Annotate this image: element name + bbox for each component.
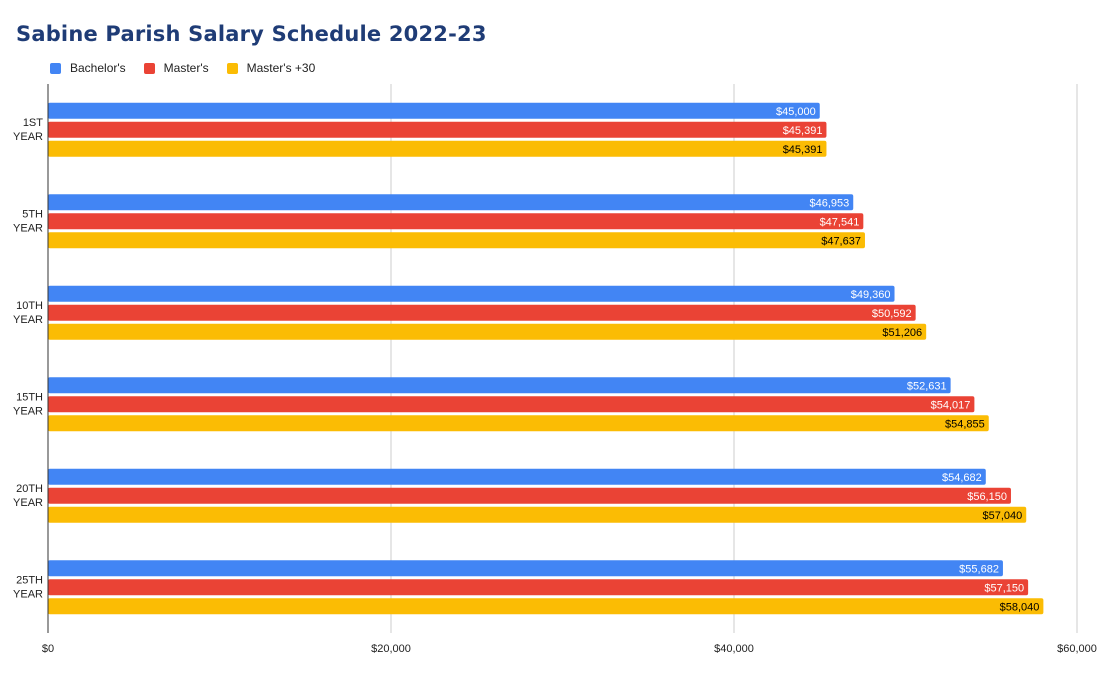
bar <box>48 396 975 413</box>
data-label: $54,682 <box>942 472 982 484</box>
category-label: 15TH YEAR <box>13 391 43 417</box>
data-label: $45,391 <box>783 125 823 137</box>
legend-swatch-bachelors <box>50 62 61 74</box>
legend-swatch-masters <box>143 62 155 74</box>
data-label: $54,017 <box>931 399 971 411</box>
legend-label-bachelors: Bachelor's <box>70 61 126 75</box>
data-label: $45,391 <box>783 144 823 156</box>
bar <box>48 285 895 302</box>
bar <box>48 468 986 485</box>
bar <box>48 598 1044 615</box>
legend-swatch-masters-plus-30 <box>226 62 238 74</box>
bar <box>48 102 820 119</box>
data-label: $51,206 <box>882 327 922 339</box>
data-label: $50,592 <box>872 308 912 320</box>
data-label: $45,000 <box>776 106 816 118</box>
bar <box>48 304 916 321</box>
x-tick-label: $0 <box>42 643 54 655</box>
data-label: $55,682 <box>959 563 999 575</box>
category-label: 1ST YEAR <box>13 117 43 143</box>
data-label: $57,150 <box>984 582 1024 594</box>
bar <box>48 194 854 211</box>
bar <box>48 121 827 138</box>
category-label: 10TH YEAR <box>13 300 43 326</box>
legend-item-bachelors: Bachelor's <box>50 61 126 75</box>
data-label: $58,040 <box>1000 601 1040 613</box>
bar <box>48 560 1003 577</box>
bar <box>48 213 864 230</box>
x-tick-label: $20,000 <box>371 643 411 655</box>
data-label: $47,637 <box>821 235 861 247</box>
x-tick-label: $40,000 <box>714 643 754 655</box>
legend: Bachelor's Master's Master's +30 <box>50 61 333 75</box>
legend-item-masters-plus-30: Master's +30 <box>226 61 316 75</box>
bar <box>48 415 989 432</box>
bar <box>48 487 1011 504</box>
category-label: 25TH YEAR <box>13 574 43 600</box>
data-label: $46,953 <box>809 197 849 209</box>
category-label: 5TH YEAR <box>13 208 43 234</box>
data-label: $49,360 <box>851 289 891 301</box>
legend-label-masters: Master's <box>163 61 209 75</box>
category-label: 20TH YEAR <box>13 483 43 509</box>
data-label: $52,631 <box>907 380 947 392</box>
data-label: $54,855 <box>945 418 985 430</box>
x-tick-label: $60,000 <box>1057 643 1097 655</box>
bar <box>48 140 827 157</box>
legend-item-masters: Master's <box>143 61 209 75</box>
data-label: $57,040 <box>982 510 1022 522</box>
bar <box>48 232 865 249</box>
bar <box>48 579 1029 596</box>
data-label: $56,150 <box>967 491 1007 503</box>
bar <box>48 377 951 394</box>
bar <box>48 506 1027 523</box>
data-label: $47,541 <box>820 216 860 228</box>
legend-label-masters-plus-30: Master's +30 <box>246 61 316 75</box>
chart-title: Sabine Parish Salary Schedule 2022-23 <box>16 22 487 46</box>
bar <box>48 323 927 340</box>
